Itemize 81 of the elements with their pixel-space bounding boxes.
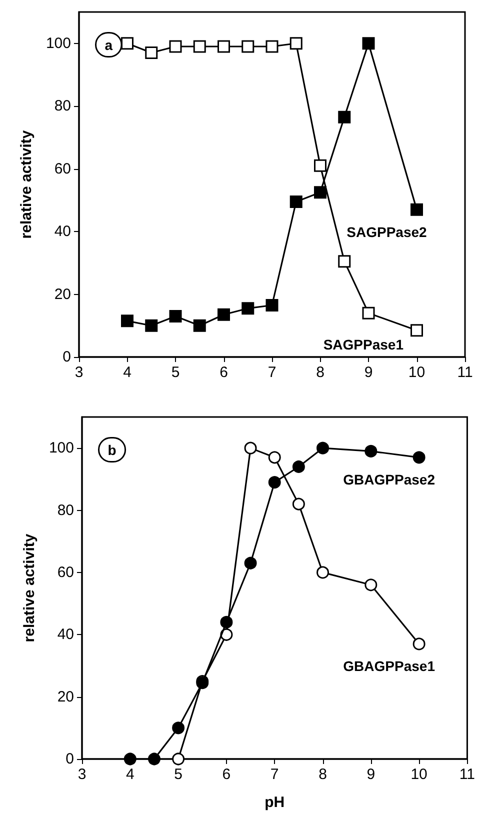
point	[364, 444, 378, 458]
point	[244, 442, 257, 454]
point	[169, 310, 182, 322]
point	[193, 319, 206, 332]
y-tick-label: 40	[54, 223, 71, 240]
point	[124, 752, 136, 766]
point	[121, 37, 134, 50]
point	[314, 159, 326, 172]
point	[244, 556, 257, 570]
point	[121, 314, 134, 328]
point	[268, 451, 281, 464]
x-tick-label: 10	[410, 766, 428, 783]
y-tick-label: 60	[54, 160, 71, 178]
x-tick-label: 9	[364, 364, 373, 381]
x-tick-label: 7	[270, 766, 279, 783]
x-tick-label: 6	[222, 766, 231, 783]
point	[193, 40, 206, 53]
x-tick-label: 5	[174, 766, 182, 783]
point	[338, 110, 351, 124]
x-tick-label: 4	[123, 364, 132, 381]
y-tick-label: 60	[57, 564, 74, 581]
point	[364, 578, 378, 592]
point	[145, 319, 158, 332]
y-tick-label: 0	[62, 348, 71, 366]
point	[290, 37, 302, 50]
x-tick-label: 6	[220, 364, 228, 381]
x-tick-label: 7	[268, 364, 276, 381]
point	[266, 40, 278, 53]
annotation: b	[108, 442, 116, 458]
point	[412, 451, 426, 464]
point	[338, 255, 351, 268]
point	[169, 40, 182, 53]
series-label: GBAGPPase1	[343, 658, 436, 674]
point	[290, 196, 302, 208]
y-tick-label: 20	[54, 286, 71, 303]
point	[266, 299, 278, 312]
series-label: SAGPPase1	[323, 336, 404, 352]
x-tick-label: 5	[171, 364, 180, 381]
point	[172, 722, 185, 734]
x-tick-label: 4	[126, 766, 134, 783]
point	[316, 566, 330, 579]
point	[172, 752, 185, 766]
point	[220, 616, 233, 628]
x-tick-label: 11	[457, 364, 473, 381]
x-tick-label: 9	[366, 766, 376, 783]
point	[292, 498, 305, 510]
x-tick-label: 8	[318, 766, 327, 783]
point	[410, 324, 423, 337]
point	[316, 442, 330, 454]
y-axis-title: relative activity	[21, 533, 38, 642]
point	[268, 476, 281, 489]
x-tick-label: 3	[74, 364, 84, 381]
point	[218, 40, 230, 53]
x-tick-label: 3	[78, 766, 86, 783]
point	[148, 752, 160, 766]
x-tick-label: 10	[408, 364, 426, 381]
y-tick-label: 80	[57, 502, 74, 519]
x-axis-title: pH	[264, 794, 285, 811]
y-tick-label: 100	[46, 34, 71, 52]
point	[242, 302, 254, 315]
y-axis-title: relative activity	[18, 130, 35, 239]
x-tick-label: 11	[459, 766, 476, 783]
point	[362, 37, 375, 50]
point	[220, 628, 233, 641]
y-tick-label: 80	[54, 98, 71, 115]
point	[362, 306, 375, 320]
point	[412, 638, 426, 650]
y-tick-label: 40	[57, 626, 74, 644]
point	[314, 186, 326, 199]
point	[292, 460, 305, 473]
series-label: SAGPPase2	[346, 224, 428, 240]
point	[218, 308, 230, 321]
series-label: GBAGPPase2	[343, 472, 436, 488]
point	[242, 40, 254, 53]
point	[410, 203, 423, 216]
point	[145, 46, 158, 60]
annotation: a	[104, 36, 113, 53]
y-tick-label: 0	[66, 750, 74, 768]
x-tick-label: 8	[316, 364, 324, 381]
y-tick-label: 20	[57, 688, 74, 706]
y-tick-label: 100	[48, 440, 74, 457]
